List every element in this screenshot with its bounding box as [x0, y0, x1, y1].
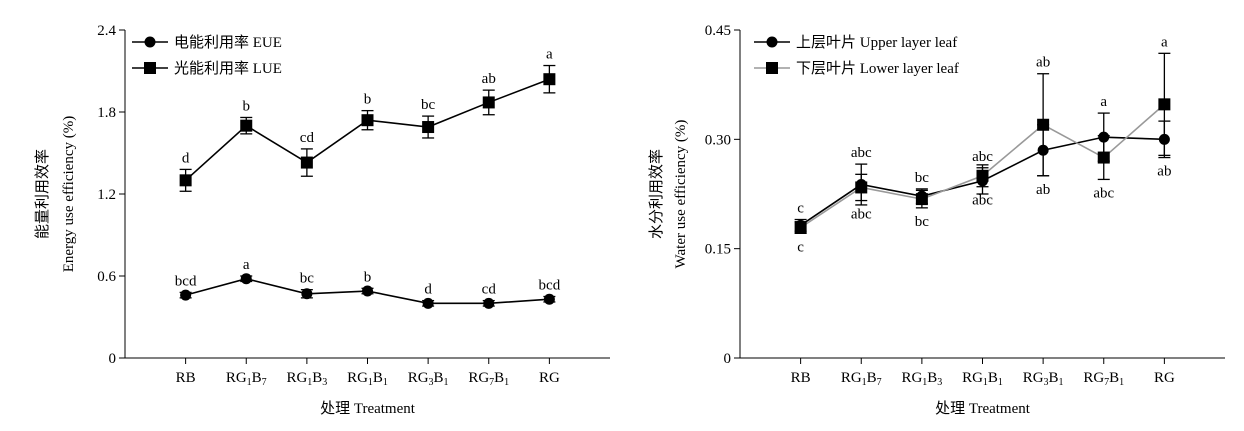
y-tick-label: 1.2: [97, 187, 116, 203]
legend-marker-square: [766, 62, 778, 74]
y-tick-label: 0: [109, 351, 117, 367]
y-axis-label-en: Water use efficiency (%): [673, 120, 689, 269]
data-point-square: [300, 156, 313, 169]
data-point-circle: [422, 297, 434, 309]
significance-letter: ab: [482, 71, 496, 87]
data-point-square: [915, 193, 928, 206]
legend-label: 上层叶片 Upper layer leaf: [796, 34, 957, 51]
x-tick-label: RG1B3: [901, 370, 942, 388]
significance-letter: cd: [482, 282, 497, 298]
significance-letter: a: [546, 47, 553, 63]
significance-letter: bc: [421, 97, 436, 113]
significance-letter: a: [1161, 34, 1168, 50]
x-tick-label: RG1B1: [347, 370, 388, 388]
x-axis-label: 处理 Treatment: [320, 400, 416, 417]
significance-letter: b: [243, 98, 251, 114]
data-point-square: [482, 96, 495, 109]
significance-letter: bc: [300, 271, 315, 287]
data-point-circle: [301, 288, 313, 300]
x-tick-label: RG3B1: [1023, 370, 1064, 388]
chart-energy-use-efficiency: 0 0.6 1.2 1.8 2.4 RB RG1B7 RG1B3 RG1B1 RG3B1 RG7B1…: [34, 23, 610, 417]
significance-letter: abc: [851, 207, 872, 223]
data-point-circle: [543, 293, 555, 305]
data-point-square: [422, 121, 435, 134]
y-tick-label: 0: [724, 351, 732, 367]
y-tick-label: 0.30: [705, 132, 731, 148]
data-point-circle: [362, 285, 373, 297]
data-point-square: [1158, 98, 1171, 111]
significance-letter: bcd: [175, 273, 197, 289]
y-tick-label: 1.8: [97, 105, 116, 121]
y-tick-label: 0.6: [97, 269, 116, 285]
significance-letter: c: [797, 239, 804, 255]
y-axis-label-cn: 能量利用效率: [34, 149, 51, 239]
y-axis-label-en: Energy use efficiency (%): [61, 116, 77, 272]
legend-marker-circle: [144, 36, 156, 48]
legend-marker-circle: [766, 36, 778, 48]
data-point-square: [1097, 151, 1110, 164]
data-point-square: [361, 114, 374, 127]
significance-letter: d: [424, 282, 432, 298]
significance-letter: abc: [972, 149, 993, 165]
x-tick-label: RB: [176, 370, 196, 386]
x-tick-label: RG1B1: [962, 370, 1003, 388]
x-tick-label: RG: [1154, 370, 1175, 386]
y-tick-label: 0.15: [705, 242, 731, 258]
significance-letter: a: [1100, 94, 1107, 110]
y-axis-label-cn: 水分利用效率: [648, 149, 665, 239]
significance-letter: b: [364, 269, 372, 285]
data-point-square: [855, 181, 868, 194]
x-tick-label: RG1B7: [226, 370, 267, 388]
significance-letter: a: [243, 257, 250, 273]
significance-letter: bc: [915, 214, 930, 230]
data-point-square: [976, 169, 989, 182]
legend-label: 光能利用率 LUE: [174, 60, 282, 77]
x-tick-label: RG7B1: [468, 370, 509, 388]
significance-letter: bcd: [539, 278, 561, 294]
data-point-square: [543, 73, 556, 86]
data-point-circle: [240, 273, 252, 285]
data-point-square: [1037, 118, 1050, 131]
y-tick-label: 0.45: [705, 23, 731, 39]
data-point-square: [179, 174, 192, 187]
data-point-square: [240, 119, 253, 132]
x-tick-label: RG: [539, 370, 560, 386]
significance-letter: c: [797, 201, 804, 217]
x-tick-label: RB: [791, 370, 811, 386]
legend-label: 电能利用率 EUE: [174, 34, 282, 51]
x-tick-label: RG1B7: [841, 370, 882, 388]
data-point-square: [794, 221, 807, 234]
chart-water-use-efficiency: 0 0.15 0.30 0.45 RB RG1B7 RG1B3 RG1B1 RG3B1 RG7B1…: [648, 23, 1225, 417]
significance-letter: b: [364, 92, 372, 108]
significance-letter: abc: [851, 145, 872, 161]
significance-letter: cd: [300, 130, 315, 146]
significance-letter: ab: [1157, 164, 1171, 180]
y-tick-label: 2.4: [97, 23, 116, 39]
significance-letter: abc: [1093, 185, 1114, 201]
significance-letter: d: [182, 150, 190, 166]
legend-label: 下层叶片 Lower layer leaf: [796, 60, 959, 77]
x-axis-label: 处理 Treatment: [935, 400, 1031, 417]
x-tick-label: RG1B3: [286, 370, 327, 388]
significance-letter: abc: [972, 193, 993, 209]
data-point-circle: [180, 289, 192, 301]
legend-marker-square: [144, 62, 156, 74]
significance-letter: ab: [1036, 55, 1050, 71]
significance-letter: bc: [915, 170, 930, 186]
data-point-circle: [483, 297, 495, 309]
significance-letter: ab: [1036, 182, 1050, 198]
x-tick-label: RG7B1: [1083, 370, 1124, 388]
x-tick-label: RG3B1: [408, 370, 449, 388]
